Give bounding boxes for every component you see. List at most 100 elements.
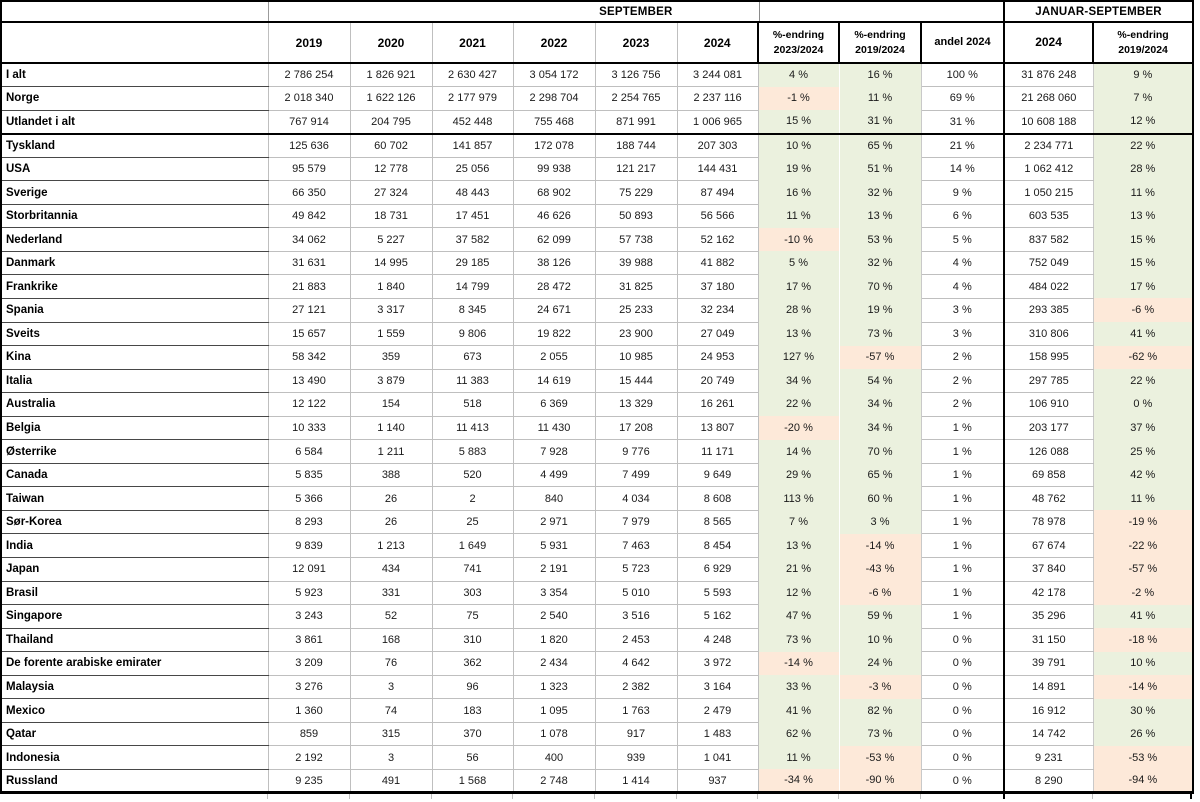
- row-label: Malaysia: [1, 675, 269, 700]
- table-row: Italia 13 490 3 879 11 383 14 619 15 444 20 74…: [1, 369, 1195, 394]
- pct-change-2019-2024-cell: 70 %: [839, 274, 922, 299]
- september-value-cell: 939: [595, 745, 678, 770]
- andel-2024-cell: 0 %: [921, 628, 1006, 653]
- row-label: Russland: [1, 769, 269, 794]
- september-value-cell: 76: [350, 651, 433, 676]
- jan-sep-pct-change-cell: 10 %: [1093, 651, 1195, 676]
- september-value-cell: 5 923: [268, 581, 351, 606]
- september-value-cell: 1 649: [432, 533, 514, 558]
- jan-sep-2024-cell: 39 791: [1004, 651, 1094, 676]
- row-label: Taiwan: [1, 486, 269, 511]
- september-value-cell: 16 261: [677, 392, 759, 417]
- pct-change-2023-2024-cell: -10 %: [758, 227, 840, 252]
- pct-change-2023-2024-cell: 47 %: [758, 604, 840, 629]
- table-row: Qatar 859 315 370 1 078 917 1 483 62 % 73 % 0 % 14…: [1, 722, 1195, 747]
- september-value-cell: 20 749: [677, 369, 759, 394]
- table-row: De forente arabiske emirater 3 209 76 362 2 …: [1, 651, 1195, 676]
- pct-change-2019-2024-cell: 24 %: [839, 651, 922, 676]
- september-value-cell: 96: [432, 675, 514, 700]
- september-value-cell: 14 799: [432, 274, 514, 299]
- september-value-cell: 11 430: [513, 416, 596, 441]
- row-label: Utlandet i alt: [1, 110, 269, 135]
- september-value-cell: 17 208: [595, 416, 678, 441]
- andel-2024-cell: 0 %: [921, 722, 1006, 747]
- september-value-cell: 2 298 704: [513, 86, 596, 111]
- andel-2024-cell: 0 %: [921, 698, 1006, 723]
- pct-change-2023-2024-cell: 21 %: [758, 557, 840, 582]
- september-value-cell: 12 122: [268, 392, 351, 417]
- september-value-cell: 56: [432, 745, 514, 770]
- september-value-cell: 9 649: [677, 463, 759, 488]
- table-row: Danmark 31 631 14 995 29 185 38 126 39 988 41 …: [1, 251, 1195, 276]
- september-value-cell: 2 434: [513, 651, 596, 676]
- table-row: Spania 27 121 3 317 8 345 24 671 25 233 32 234…: [1, 298, 1195, 323]
- andel-2024-cell: 1 %: [921, 416, 1006, 441]
- september-value-cell: 3 879: [350, 369, 433, 394]
- september-value-cell: 2 018 340: [268, 86, 351, 111]
- september-value-cell: 1 559: [350, 322, 433, 347]
- september-value-cell: 154: [350, 392, 433, 417]
- table-row: Kina 58 342 359 673 2 055 10 985 24 953 127 % -5…: [1, 345, 1195, 370]
- september-value-cell: 1 140: [350, 416, 433, 441]
- table-row: Brasil 5 923 331 303 3 354 5 010 5 593 12 % -6 %…: [1, 581, 1195, 606]
- table-row: Nederland 34 062 5 227 37 582 62 099 57 738 52…: [1, 227, 1195, 252]
- september-value-cell: 5 227: [350, 227, 433, 252]
- jan-sep-2024-cell: 1 062 412: [1004, 157, 1094, 182]
- jan-sep-pct-change-header: %-endring 2019/2024: [1092, 21, 1195, 64]
- september-value-cell: 8 454: [677, 533, 759, 558]
- september-value-cell: 5 162: [677, 604, 759, 629]
- september-value-cell: 204 795: [350, 110, 433, 135]
- pct-change-2023-2024-cell: 14 %: [758, 439, 840, 464]
- jan-sep-2024-cell: 484 022: [1004, 274, 1094, 299]
- pct-change-2019-2024-cell: 54 %: [839, 369, 922, 393]
- row-label: Australia: [1, 392, 269, 417]
- september-value-cell: 28 472: [513, 274, 596, 299]
- september-value-cell: 3 861: [268, 628, 351, 653]
- september-value-cell: 68 902: [513, 180, 596, 205]
- andel-2024-cell: 4 %: [921, 251, 1006, 276]
- september-value-cell: 2 055: [513, 345, 596, 370]
- andel-2024-cell: 1 %: [921, 533, 1006, 558]
- pct-change-2019-2024-cell: 16 %: [839, 63, 922, 87]
- september-value-cell: 52 162: [677, 227, 759, 252]
- september-value-cell: 75: [432, 604, 514, 629]
- jan-sep-2024-cell: 126 088: [1004, 439, 1094, 464]
- table-row: Sverige 66 350 27 324 48 443 68 902 75 229 87 …: [1, 180, 1195, 205]
- september-value-cell: 5 010: [595, 581, 678, 606]
- row-label: Italia: [1, 369, 269, 394]
- row-label: Canada: [1, 463, 269, 488]
- september-value-cell: 9 806: [432, 322, 514, 347]
- row-label: Storbritannia: [1, 204, 269, 229]
- jan-sep-2024-cell: 293 385: [1004, 298, 1094, 323]
- september-value-cell: 8 565: [677, 510, 759, 535]
- september-value-cell: 4 642: [595, 651, 678, 676]
- pct-change-2023-2024-cell: 16 %: [758, 180, 840, 205]
- september-value-cell: 1 078: [513, 722, 596, 747]
- september-value-cell: 11 413: [432, 416, 514, 441]
- jan-sep-pct-change-cell: 30 %: [1093, 698, 1195, 723]
- september-value-cell: 13 807: [677, 416, 759, 441]
- andel-2024-cell: 31 %: [921, 110, 1006, 135]
- pct-change-2023-2024-header: %-endring 2023/2024: [757, 21, 840, 64]
- pct-change-2023-2024-cell: 13 %: [758, 322, 840, 346]
- andel-2024-cell: 1 %: [921, 463, 1006, 488]
- september-value-cell: 3 516: [595, 604, 678, 629]
- pct-change-2019-2024-cell: 11 %: [839, 86, 922, 111]
- september-value-cell: 62 099: [513, 227, 596, 252]
- september-value-cell: 741: [432, 557, 514, 582]
- table-row: Thailand 3 861 168 310 1 820 2 453 4 248 73 % 10…: [1, 628, 1195, 653]
- jan-sep-pct-change-cell: 28 %: [1093, 157, 1195, 181]
- pct-change-2019-2024-cell: 53 %: [839, 227, 922, 252]
- september-value-cell: 8 345: [432, 298, 514, 323]
- jan-sep-2024-cell: 9 231: [1004, 745, 1094, 770]
- gridline-mark: [758, 2, 760, 21]
- pct-change-2023-2024-cell: 62 %: [758, 722, 840, 746]
- september-value-cell: 19 822: [513, 322, 596, 347]
- september-value-cell: 52: [350, 604, 433, 629]
- table-row: Canada 5 835 388 520 4 499 7 499 9 649 29 % 65 %…: [1, 463, 1195, 488]
- september-value-cell: 1 041: [677, 745, 759, 770]
- september-value-cell: 125 636: [268, 133, 351, 158]
- gridline-stub: [349, 794, 350, 800]
- september-value-cell: 1 323: [513, 675, 596, 700]
- table-row: I alt 2 786 254 1 826 921 2 630 427 3 054 17…: [1, 63, 1195, 88]
